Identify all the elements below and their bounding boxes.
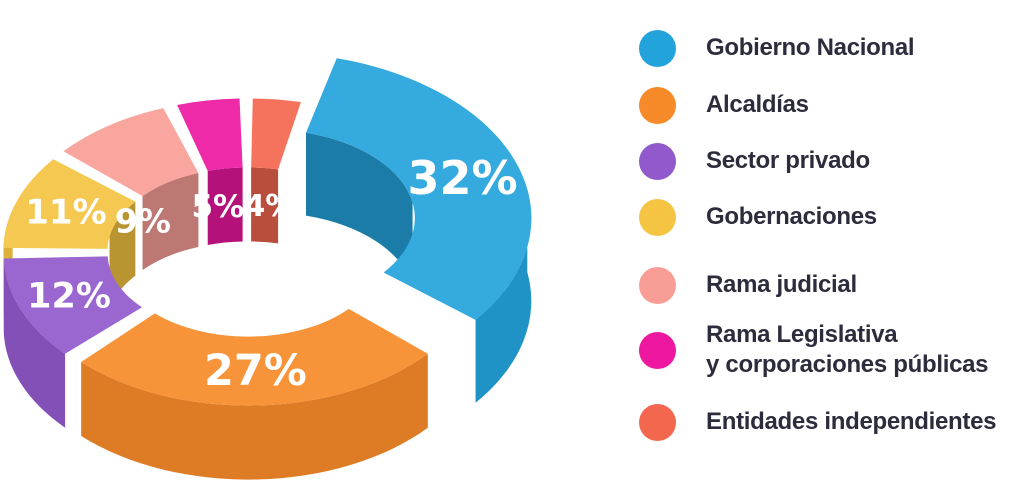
slice-top [3,256,143,354]
slice-value-label: 32% [407,151,517,205]
legend-label-line2: y corporaciones públicas [706,351,989,378]
legend-label: Rama judicial [706,271,857,298]
slice-inner-wall [305,132,413,286]
legend-item-alcaldias: Alcaldías [639,86,1024,124]
legend-item-rama-legislativa: Rama Legislativa y corporaciones pública… [639,316,1024,384]
slice-top [305,58,532,320]
legend-card: Gobierno Nacional Alcaldías Sector priva… [535,0,1024,486]
slice-inner-wall [251,167,279,244]
legend-label: Entidades independientes [706,408,997,435]
slice-outer-wall [81,353,428,480]
slice-inner-wall [142,173,199,271]
slice-value-label: 5% [191,189,244,225]
slice-outer-wall [475,189,532,403]
slice-top [63,108,199,197]
slice-inner-wall [207,167,243,245]
legend: Gobierno Nacional Alcaldías Sector priva… [535,0,1024,441]
legend-dot [639,331,676,369]
slice-top [251,98,301,170]
slice-value-label: 27% [204,346,307,396]
legend-label-line1: Rama Legislativa [706,321,898,348]
slice-top [81,308,428,406]
legend-label: Rama Legislativa y corporaciones pública… [706,320,989,380]
legend-dot [639,86,676,124]
slice-top [3,159,136,249]
legend-label: Sector privado [706,147,870,174]
legend-dot [639,142,676,180]
slice-value-label: 11% [25,192,106,232]
legend-dot [639,266,676,304]
legend-item-rama-judicial: Rama judicial [639,266,1024,304]
legend-dot [639,198,676,236]
legend-dot [639,29,676,67]
slice-value-label: 4% [244,189,295,224]
legend-label: Gobierno Nacional [706,34,915,61]
legend-dot [639,403,676,441]
legend-item-entidades-independientes: Entidades independientes [639,403,1024,441]
slice-outer-wall [3,258,66,428]
chart-area: 32% 27% 12% 11% 9% 5% 4% [3,58,532,480]
donut-chart: 32% 27% 12% 11% 9% 5% 4% [3,58,532,480]
slice-top [177,98,243,171]
legend-label: Gobernaciones [706,203,877,230]
legend-item-gobierno-nacional: Gobierno Nacional [639,29,1024,67]
legend-label: Alcaldías [706,91,809,118]
slice-value-label: 12% [27,277,111,317]
legend-item-sector-privado: Sector privado [639,142,1024,180]
slice-value-label: 9% [115,201,171,240]
legend-item-gobernaciones: Gobernaciones [639,198,1024,236]
